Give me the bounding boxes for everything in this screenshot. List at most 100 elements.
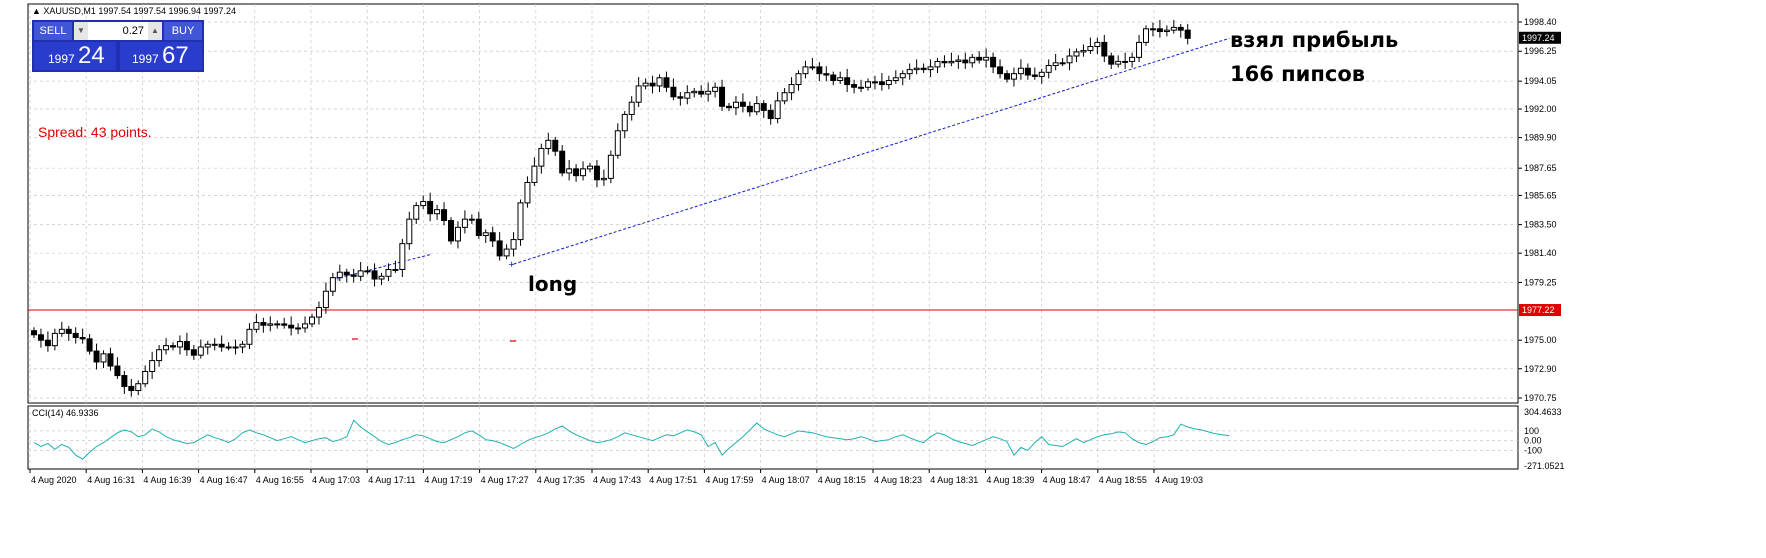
candle: [399, 243, 406, 270]
candle: [552, 139, 559, 152]
candle: [489, 232, 496, 242]
cci-line: [33, 419, 1230, 460]
candle: [510, 239, 517, 250]
candle: [232, 346, 239, 349]
candle: [948, 60, 955, 64]
candle: [218, 343, 225, 348]
sell-price-button[interactable]: 1997 24: [34, 42, 116, 70]
lot-increase-button[interactable]: ▲: [148, 22, 162, 40]
cci-tick-label: 100: [1524, 426, 1539, 436]
candle: [559, 150, 566, 174]
candle: [239, 343, 246, 348]
candle: [739, 101, 746, 107]
candle: [482, 232, 489, 236]
price-tick-label: 1989.90: [1524, 133, 1557, 143]
candle: [371, 270, 378, 280]
candle: [329, 277, 336, 292]
candle: [663, 77, 670, 88]
candle: [1073, 51, 1080, 57]
candle: [719, 86, 726, 107]
candle: [1010, 73, 1017, 80]
cci-tick-label: 0.00: [1524, 436, 1542, 446]
candle: [865, 81, 871, 88]
candle: [315, 307, 322, 318]
candle: [302, 323, 309, 329]
candle: [44, 339, 51, 347]
time-tick-label: 4 Aug 18:07: [762, 475, 810, 485]
candle: [378, 275, 385, 280]
lot-size-input[interactable]: 0.27: [88, 22, 148, 40]
candle: [392, 268, 399, 271]
time-tick-label: 4 Aug 2020: [31, 475, 77, 485]
candle: [913, 67, 920, 71]
buy-price-pips: 67: [162, 42, 189, 69]
price-tick-label: 1992.00: [1524, 104, 1557, 114]
price-tick-label: 1998.40: [1524, 17, 1557, 27]
candle: [364, 270, 371, 273]
time-tick-label: 4 Aug 18:15: [818, 475, 866, 485]
candle: [760, 103, 767, 111]
time-tick-label: 4 Aug 17:43: [593, 475, 641, 485]
cci-label: CCI(14) 46.9336: [32, 408, 99, 418]
trade-line-long: [513, 37, 1230, 265]
candle: [628, 101, 635, 115]
cci-tick-label: 304.4633: [1524, 407, 1562, 417]
candle: [149, 360, 156, 372]
candle: [878, 81, 885, 86]
buy-price-button[interactable]: 1997 67: [120, 42, 202, 70]
current-price-label: 1997.24: [1522, 33, 1555, 43]
candle: [698, 90, 705, 95]
candle: [538, 147, 545, 167]
candle: [274, 323, 281, 326]
buy-button[interactable]: BUY: [164, 22, 202, 40]
candle: [1149, 28, 1156, 31]
candle: [816, 66, 823, 75]
candle: [593, 165, 600, 181]
candle: [614, 130, 621, 156]
candle: [475, 218, 482, 236]
candle: [635, 85, 642, 103]
candle: [288, 324, 295, 329]
candle: [705, 90, 712, 95]
candle: [788, 84, 795, 94]
candle: [197, 346, 204, 356]
candle: [802, 66, 809, 75]
candle: [128, 385, 135, 392]
time-tick-label: 4 Aug 17:19: [424, 475, 472, 485]
price-tick-label: 1975.00: [1524, 335, 1557, 345]
lot-decrease-button[interactable]: ▼: [74, 22, 88, 40]
trade-open-marker: +: [335, 273, 341, 285]
candle: [1170, 26, 1177, 31]
candle: [844, 77, 851, 86]
candle: [1017, 67, 1024, 75]
candle: [997, 66, 1004, 75]
candle: [93, 350, 100, 363]
price-tick-label: 1972.90: [1524, 364, 1557, 374]
sell-price-pips: 24: [78, 42, 105, 69]
cci-tick-label: -100: [1524, 445, 1542, 455]
candle: [649, 82, 656, 87]
sell-button[interactable]: SELL: [34, 22, 72, 40]
candle: [79, 336, 86, 340]
hline-price-label: 1977.22: [1522, 305, 1555, 315]
candle: [427, 201, 434, 215]
candle: [885, 79, 892, 86]
candle: [1143, 28, 1149, 43]
trade-line-earlier: [339, 254, 431, 279]
candle: [503, 248, 510, 257]
candle: [72, 332, 79, 338]
price-tick-label: 1983.50: [1524, 220, 1557, 230]
candle: [100, 353, 107, 363]
time-tick-label: 4 Aug 18:23: [874, 475, 922, 485]
candle: [1087, 45, 1094, 52]
candle: [1177, 26, 1184, 31]
one-click-trading-panel: SELL ▼ 0.27 ▲ BUY 1997 24 1997 67: [32, 20, 204, 72]
candle: [246, 328, 253, 345]
candle: [253, 322, 260, 330]
candle: [767, 109, 774, 120]
candle: [31, 330, 37, 336]
candle: [892, 77, 899, 81]
candle: [156, 349, 163, 362]
time-axis: 4 Aug 2020 4 Aug 16:31 4 Aug 16:39 4 Aug 16…: [29, 469, 1203, 485]
